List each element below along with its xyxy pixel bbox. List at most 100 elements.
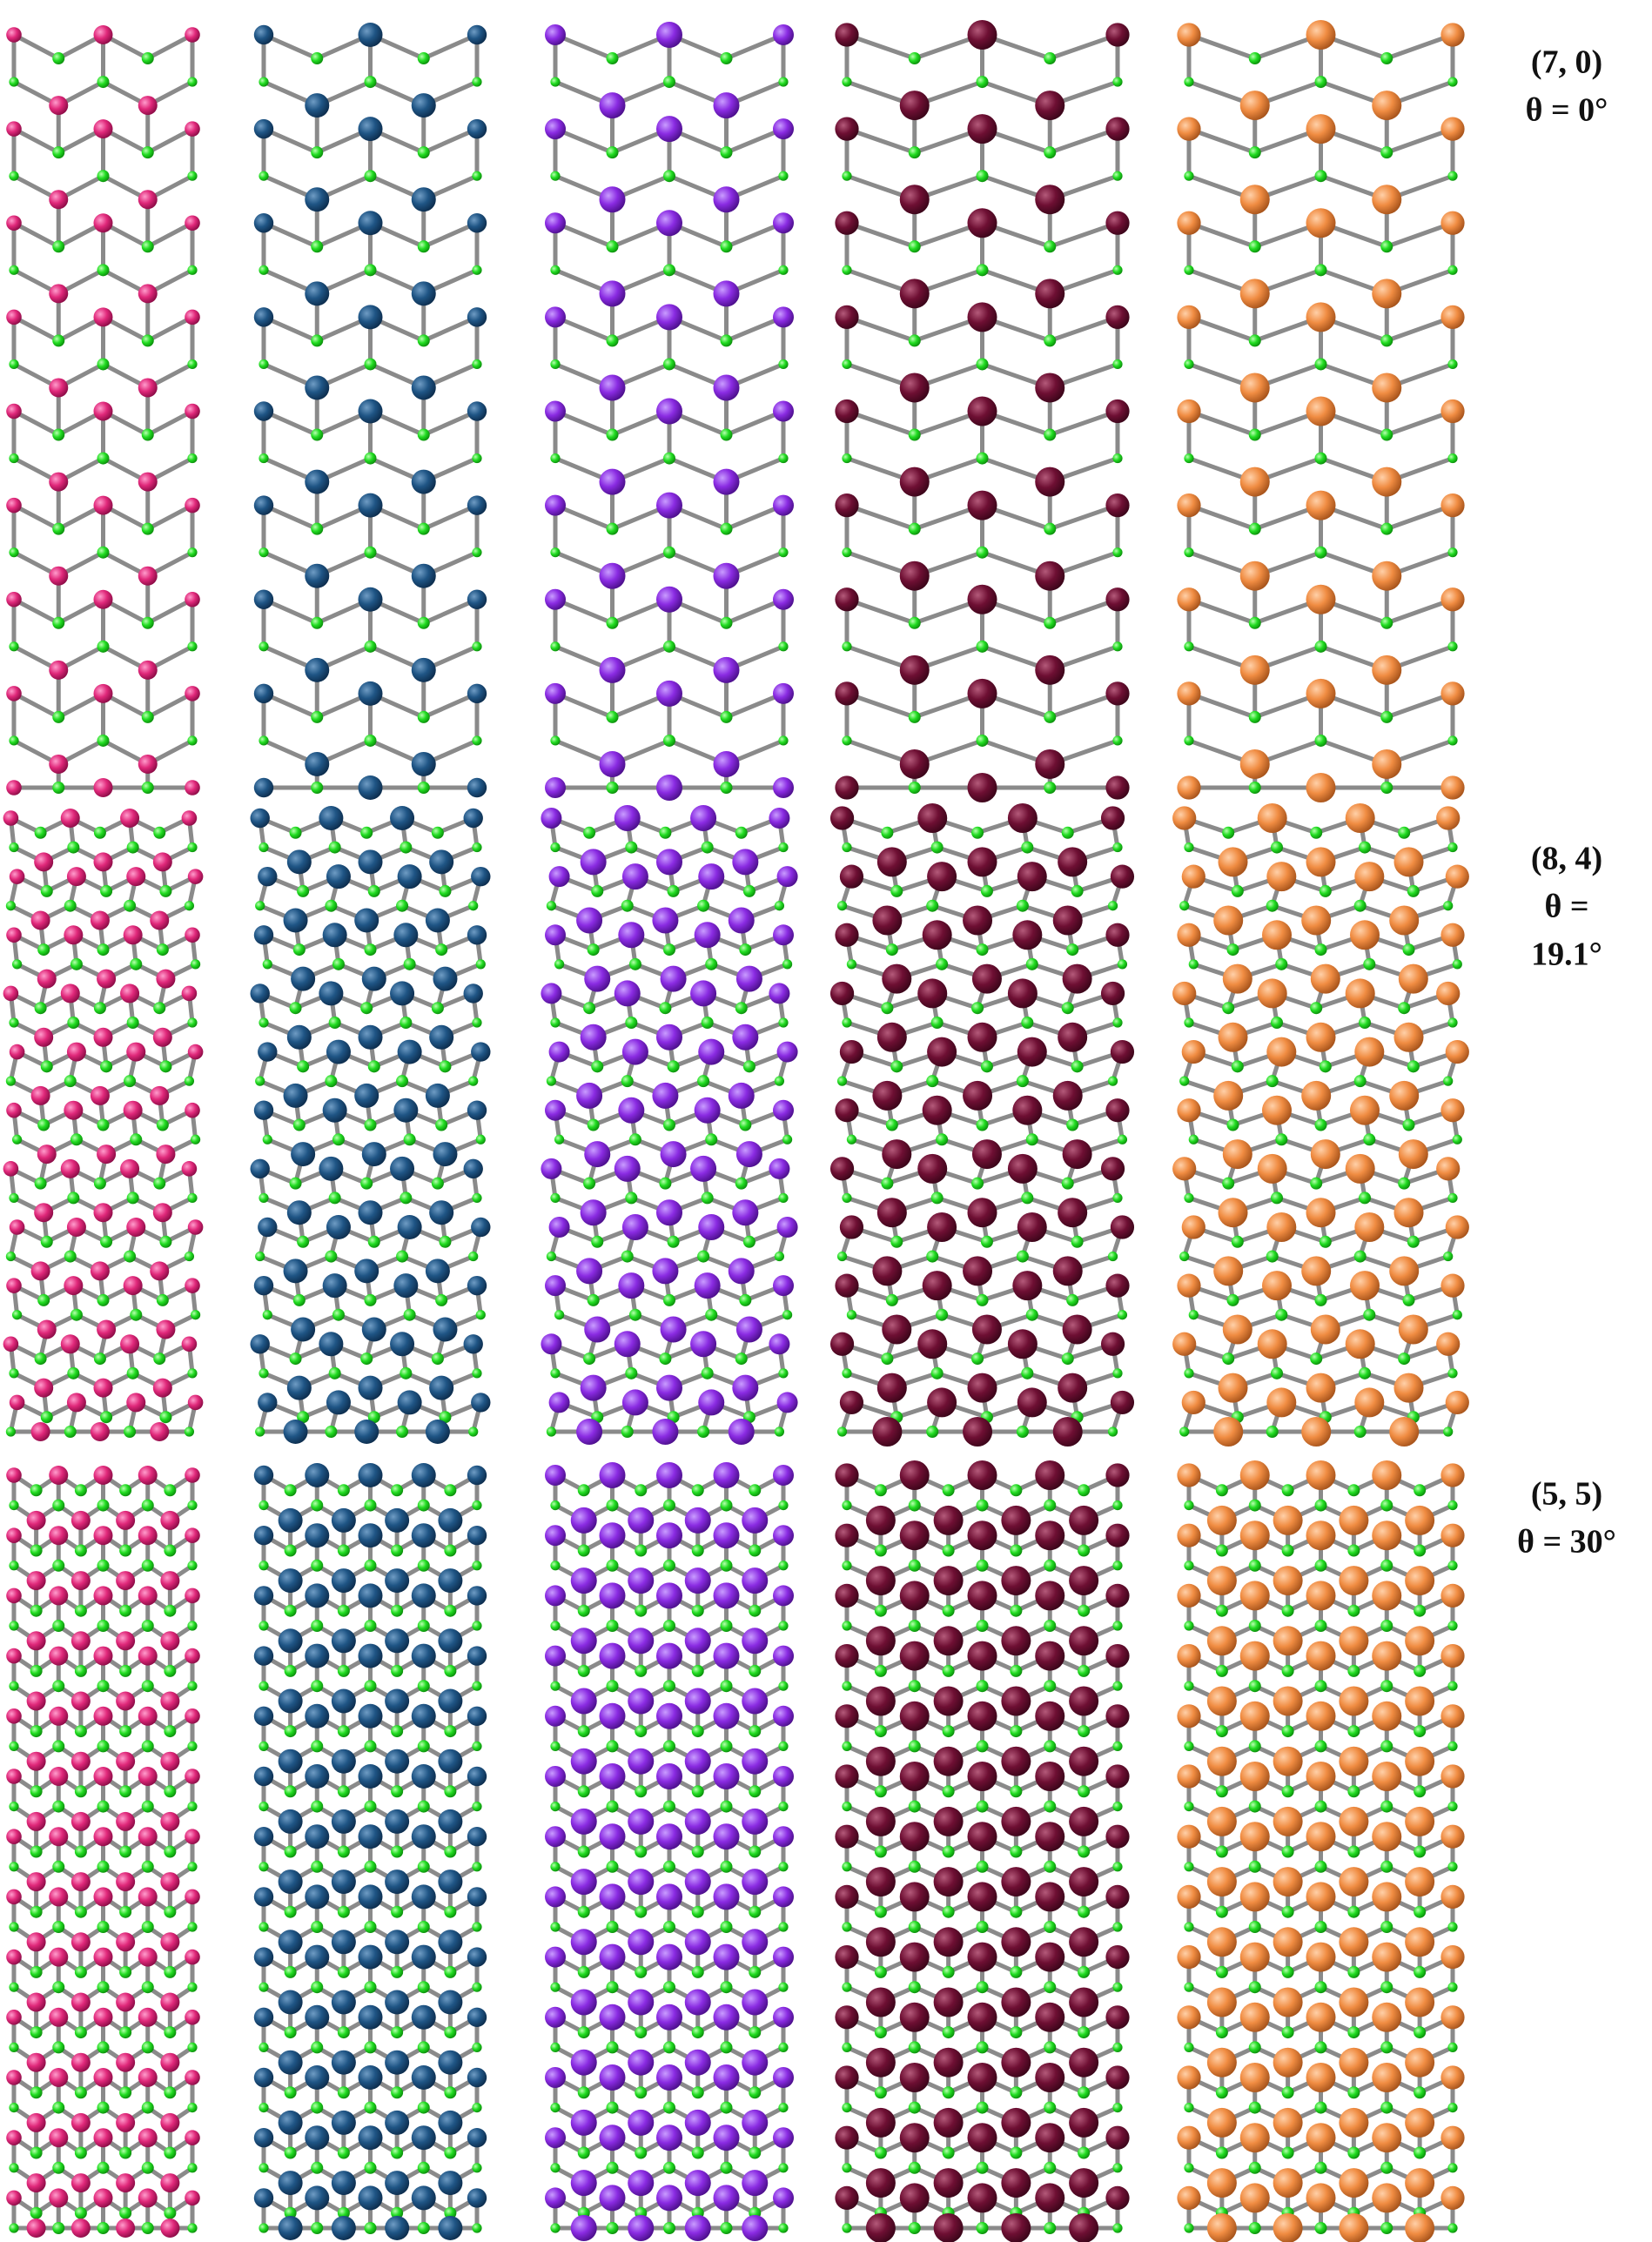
carbon-atom [942, 1664, 955, 1677]
metal-atom [570, 1688, 597, 1715]
carbon-atom [30, 1785, 43, 1798]
carbon-atom [1248, 334, 1261, 347]
carbon-atom [52, 1981, 65, 1994]
metal-atom [37, 969, 57, 989]
carbon-atom [284, 1484, 297, 1497]
metal-atom [291, 1317, 316, 1342]
carbon-atom [1112, 77, 1123, 87]
carbon-atom [874, 1845, 887, 1858]
metal-atom [411, 2185, 436, 2211]
metal-atom [138, 190, 158, 210]
carbon-atom [9, 1922, 19, 1932]
carbon-atom [391, 2026, 404, 2039]
carbon-atom [1184, 735, 1194, 746]
metal-atom [917, 1153, 948, 1184]
carbon-atom [1314, 640, 1327, 653]
carbon-atom [1248, 782, 1261, 794]
carbon-atom [778, 359, 789, 370]
carbon-atom [364, 1118, 377, 1131]
bond [1047, 691, 1120, 720]
carbon-atom [908, 1740, 921, 1753]
carbon-atom [364, 1293, 377, 1306]
metal-atom [713, 1522, 740, 1549]
metal-atom [411, 1764, 436, 1789]
metal-atom [185, 215, 200, 232]
carbon-atom [663, 2222, 675, 2234]
carbon-atom [908, 1981, 921, 1994]
nanotube [829, 803, 1135, 1447]
carbon-atom [842, 842, 852, 853]
carbon-atom [577, 1785, 590, 1798]
carbon-atom [1044, 782, 1057, 794]
carbon-atom [9, 842, 19, 853]
carbon-atom [550, 171, 561, 181]
metal-atom [6, 2010, 22, 2025]
metal-atom [467, 1100, 487, 1120]
carbon-atom [1363, 1133, 1376, 1146]
metal-atom [1306, 584, 1336, 614]
metal-atom [438, 1749, 463, 1774]
metal-atom [1354, 862, 1385, 892]
metal-atom [652, 1258, 679, 1285]
metal-atom [26, 2112, 46, 2132]
carbon-atom [554, 959, 565, 970]
metal-atom [1301, 1080, 1332, 1111]
metal-atom [6, 1527, 22, 1543]
carbon-atom [97, 2222, 110, 2234]
bond [844, 32, 917, 61]
carbon-atom [472, 1621, 482, 1631]
carbon-atom [9, 1681, 19, 1691]
metal-atom [1301, 1256, 1332, 1286]
carbon-atom [735, 826, 748, 839]
metal-atom [1069, 2047, 1099, 2078]
metal-atom [425, 908, 450, 933]
metal-atom [250, 1334, 270, 1354]
metal-atom [467, 2007, 487, 2027]
metal-atom [922, 920, 952, 950]
metal-atom [1222, 1139, 1252, 1170]
metal-atom [471, 866, 491, 887]
metal-atom [769, 1158, 790, 1179]
metal-atom [1012, 1095, 1043, 1125]
carbon-atom [1275, 1133, 1288, 1146]
bond [11, 314, 61, 343]
metal-atom [927, 862, 957, 892]
metal-atom [6, 403, 22, 420]
metal-atom [1440, 681, 1465, 706]
carbon-atom [774, 1426, 785, 1437]
carbon-atom [1248, 428, 1261, 441]
carbon-atom [778, 1500, 789, 1511]
carbon-atom [364, 546, 377, 559]
metal-atom [1007, 1153, 1038, 1184]
carbon-atom [1025, 957, 1038, 970]
carbon-atom [720, 1680, 733, 1693]
metal-atom [438, 2216, 463, 2240]
metal-atom [278, 1930, 303, 1955]
metal-atom [66, 1042, 86, 1062]
carbon-atom [52, 2101, 65, 2114]
carbon-atom [842, 1681, 852, 1691]
carbon-atom [141, 1981, 154, 1994]
carbon-atom [30, 1725, 43, 1738]
metal-atom [899, 91, 930, 121]
metal-atom [713, 468, 740, 495]
carbon-atom [635, 2146, 648, 2159]
carbon-atom [187, 2042, 198, 2052]
carbon-atom [606, 522, 619, 535]
metal-atom [1172, 1332, 1197, 1356]
metal-atom [656, 586, 682, 613]
metal-atom [185, 2070, 200, 2085]
carbon-atom [842, 1862, 852, 1872]
carbon-atom [30, 1664, 43, 1677]
metal-atom [90, 1422, 110, 1441]
metal-atom [971, 1314, 1002, 1345]
carbon-atom [40, 1235, 53, 1248]
metal-atom [713, 2064, 740, 2091]
carbon-atom [926, 899, 939, 912]
metal-atom [1306, 208, 1336, 238]
carbon-atom [297, 1060, 310, 1073]
metal-atom [656, 2185, 682, 2212]
carbon-atom [659, 1177, 672, 1190]
metal-atom [305, 281, 330, 306]
metal-atom [835, 1764, 859, 1789]
